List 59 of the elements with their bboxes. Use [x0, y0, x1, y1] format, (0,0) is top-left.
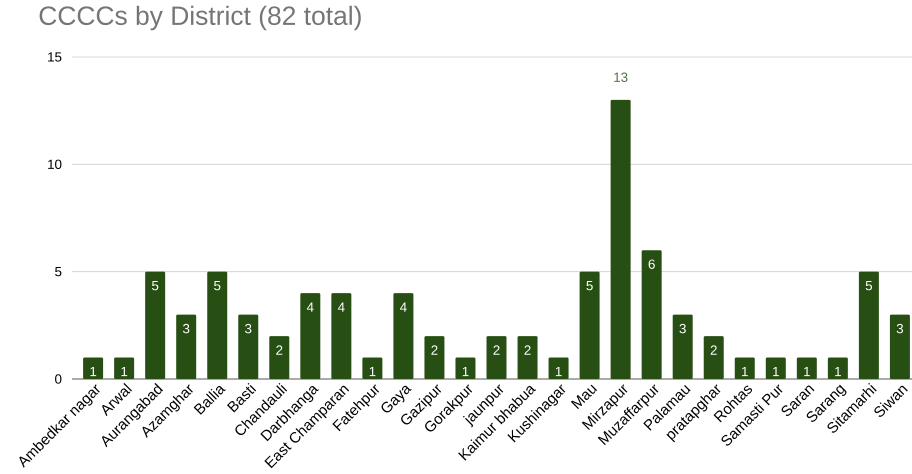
bar — [642, 250, 662, 379]
data-label: 1 — [773, 366, 779, 376]
bar — [672, 314, 693, 379]
y-tick-label: 0 — [55, 374, 62, 384]
data-label: 4 — [306, 302, 314, 312]
data-label: 1 — [835, 366, 841, 376]
bar — [114, 358, 134, 379]
data-label: 3 — [679, 324, 686, 334]
bar — [207, 272, 228, 379]
bar — [858, 272, 879, 379]
bar — [455, 358, 476, 379]
bar — [548, 358, 569, 379]
data-label: 3 — [182, 324, 190, 334]
data-label: 2 — [431, 345, 438, 355]
data-label: 6 — [648, 259, 655, 269]
data-label: 1 — [556, 366, 562, 376]
y-tick-label: 10 — [48, 160, 62, 170]
data-label: 1 — [804, 366, 810, 376]
data-label: 2 — [276, 345, 282, 355]
bar — [362, 358, 382, 379]
bar — [518, 336, 538, 379]
data-label: 1 — [90, 366, 96, 376]
bar — [580, 272, 600, 379]
data-label: 5 — [866, 281, 872, 290]
data-label: 1 — [121, 366, 128, 376]
bar — [424, 336, 444, 379]
bar — [331, 293, 352, 379]
y-tick-label: 15 — [48, 52, 62, 62]
data-label: 1 — [370, 366, 376, 376]
bar — [486, 336, 507, 379]
bar — [734, 358, 755, 379]
data-label: 3 — [245, 324, 252, 334]
bar — [828, 358, 848, 379]
bar — [796, 358, 817, 379]
bar — [890, 314, 910, 379]
y-tick-label: 5 — [55, 267, 62, 276]
bar — [610, 100, 631, 379]
bar — [269, 336, 290, 379]
bar — [145, 272, 166, 379]
data-label: 4 — [338, 302, 345, 312]
bar — [83, 358, 104, 379]
data-label: 5 — [214, 281, 220, 290]
data-label: 3 — [896, 324, 904, 334]
data-label: 2 — [710, 345, 717, 355]
data-label: 5 — [152, 281, 158, 290]
bar — [238, 314, 258, 379]
data-label: 1 — [742, 366, 748, 376]
bar — [704, 336, 724, 379]
data-label: 4 — [400, 302, 407, 312]
bar — [300, 293, 320, 379]
bar — [393, 293, 414, 379]
data-label: 2 — [524, 345, 531, 355]
data-label: 13 — [614, 72, 628, 82]
chart-title: CCCCs by District (82 total) — [40, 6, 361, 30]
data-label: 5 — [586, 281, 593, 290]
bar — [766, 358, 786, 379]
data-label: 1 — [462, 366, 469, 376]
bar — [176, 314, 196, 379]
data-label: 2 — [493, 345, 500, 355]
